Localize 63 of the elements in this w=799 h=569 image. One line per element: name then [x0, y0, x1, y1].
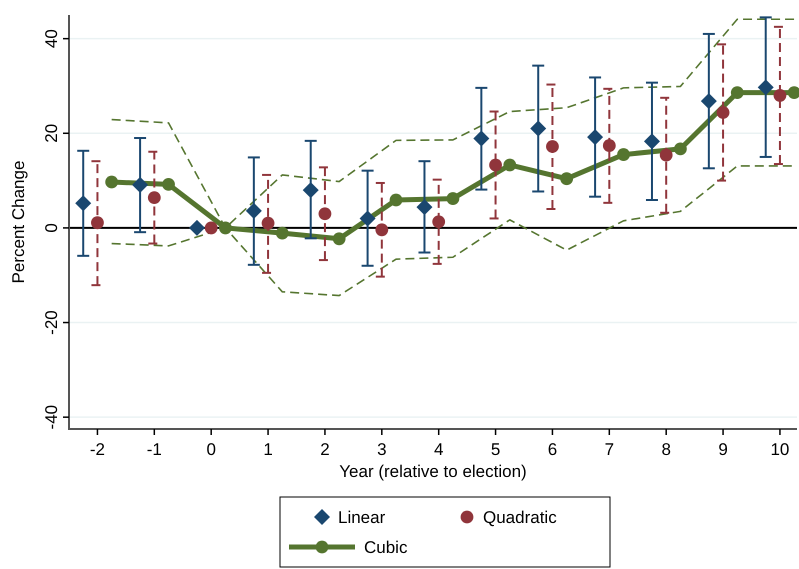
point	[644, 133, 660, 150]
point	[105, 176, 118, 188]
legend-label: Cubic	[364, 538, 408, 557]
point	[332, 232, 346, 246]
point	[546, 140, 559, 153]
y-tick-label: 0	[42, 223, 61, 233]
point	[188, 220, 205, 236]
y-tick-label: 20	[42, 124, 61, 143]
x-tick-label: -1	[146, 440, 162, 459]
legend-label: Quadratic	[483, 508, 558, 527]
point	[758, 79, 774, 96]
point	[530, 120, 546, 137]
point	[700, 93, 717, 110]
point	[148, 191, 161, 204]
legend-label: Linear	[338, 508, 386, 527]
x-tick-label: 2	[320, 440, 330, 459]
x-tick-label: 8	[661, 440, 671, 459]
point	[75, 195, 92, 212]
point	[390, 194, 402, 206]
point	[730, 86, 744, 99]
point	[674, 142, 687, 156]
point	[489, 158, 502, 172]
point	[617, 148, 630, 161]
point	[302, 182, 319, 198]
point	[262, 216, 274, 230]
point	[318, 207, 332, 220]
point	[375, 223, 388, 236]
x-tick-label: 9	[718, 440, 728, 459]
point	[503, 158, 516, 172]
point	[219, 222, 232, 234]
x-tick-label: 6	[548, 440, 558, 459]
point	[276, 226, 289, 240]
x-tick-label: 3	[377, 440, 387, 459]
x-tick-label: 7	[604, 440, 614, 459]
point	[246, 202, 262, 219]
point	[774, 89, 786, 102]
point	[416, 199, 432, 216]
point	[132, 176, 148, 193]
x-tick-label: 0	[206, 440, 216, 459]
x-axis-title: Year (relative to election)	[339, 462, 527, 481]
point	[204, 222, 218, 234]
point	[360, 210, 376, 226]
x-tick-label: 1	[263, 440, 273, 459]
point	[91, 216, 104, 230]
point	[660, 148, 673, 162]
point	[587, 129, 604, 146]
point	[788, 86, 799, 99]
line-series	[110, 165, 795, 296]
point	[473, 130, 490, 146]
point	[162, 178, 175, 191]
y-axis-title: Percent Change	[9, 160, 28, 284]
y-tick-label: -40	[42, 404, 61, 430]
x-tick-label: 10	[770, 440, 790, 459]
point	[432, 215, 446, 228]
x-tick-label: -2	[90, 440, 105, 459]
point	[602, 139, 616, 152]
point	[560, 172, 574, 186]
y-tick-label: 40	[42, 29, 61, 48]
y-tick-label: -20	[42, 310, 61, 335]
x-tick-label: 4	[434, 440, 444, 459]
point	[716, 106, 730, 119]
point	[446, 192, 460, 205]
x-tick-label: 5	[490, 440, 500, 459]
